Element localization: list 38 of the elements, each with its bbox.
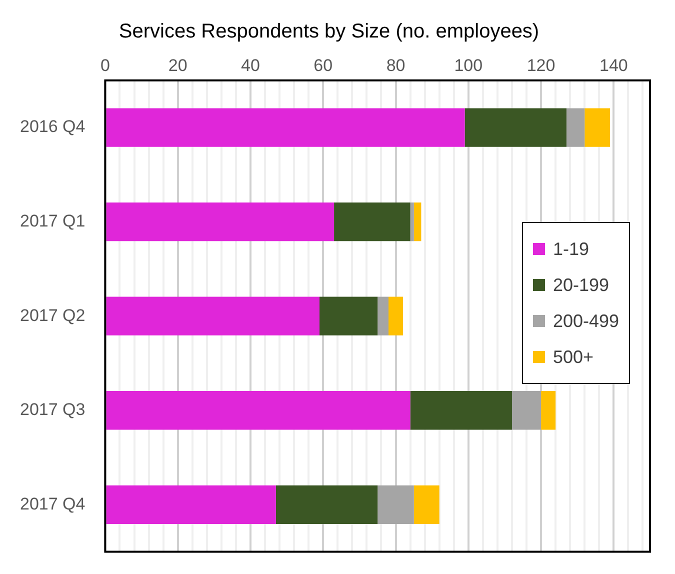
bar bbox=[378, 296, 389, 336]
x-tick-label: 0 bbox=[100, 56, 110, 75]
x-tick-label: 40 bbox=[241, 56, 260, 75]
bar bbox=[106, 391, 410, 430]
y-tick-label: 2017 Q1 bbox=[20, 212, 86, 231]
legend-label: 1-19 bbox=[553, 238, 590, 260]
bar bbox=[106, 296, 320, 336]
bar bbox=[414, 202, 422, 242]
y-tick-label: 2017 Q2 bbox=[20, 306, 86, 325]
bar bbox=[378, 485, 414, 524]
y-tick-label: 2017 Q3 bbox=[20, 400, 86, 420]
bar bbox=[410, 391, 512, 430]
bar bbox=[388, 296, 404, 336]
bar bbox=[584, 108, 610, 147]
x-tick-label: 80 bbox=[386, 56, 406, 75]
legend-label: 20-199 bbox=[553, 274, 610, 296]
x-tick-label: 120 bbox=[526, 56, 556, 75]
chart-title: Services Respondents by Size (no. employees) bbox=[118, 20, 540, 43]
bar bbox=[334, 202, 410, 242]
x-tick-label: 140 bbox=[599, 56, 628, 75]
bar bbox=[106, 202, 334, 242]
bar bbox=[106, 485, 276, 524]
bar bbox=[106, 108, 465, 147]
bar bbox=[566, 108, 585, 147]
y-tick-label: 2016 Q4 bbox=[20, 117, 86, 136]
x-tick-label: 60 bbox=[314, 56, 333, 75]
x-tick-label: 20 bbox=[168, 56, 188, 75]
bar bbox=[320, 296, 378, 336]
bar bbox=[541, 391, 556, 430]
bar bbox=[512, 391, 542, 430]
x-tick-label: 100 bbox=[454, 56, 483, 75]
bar bbox=[410, 202, 414, 242]
legend-label: 500+ bbox=[553, 346, 594, 368]
bar bbox=[414, 485, 440, 524]
legend-label: 200-499 bbox=[553, 310, 620, 332]
bar bbox=[464, 108, 566, 147]
y-tick-label: 2017 Q4 bbox=[20, 494, 86, 514]
bar bbox=[276, 485, 378, 524]
